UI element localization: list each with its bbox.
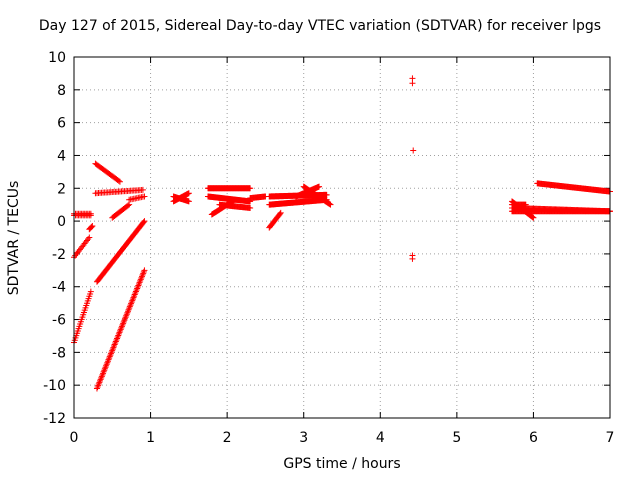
- y-tick-label: 4: [57, 148, 66, 164]
- data-point: [141, 267, 148, 274]
- data-point: [88, 223, 95, 230]
- data-point: [89, 223, 96, 230]
- data-point: [185, 190, 192, 197]
- y-tick-label: -2: [52, 247, 66, 263]
- y-tick-label: 2: [57, 181, 66, 197]
- data-point: [277, 209, 284, 216]
- data-point: [140, 219, 147, 226]
- x-tick-label: 2: [223, 430, 232, 446]
- data-point: [141, 218, 148, 225]
- data-point: [185, 198, 192, 205]
- x-axis-label: GPS time / hours: [283, 456, 401, 472]
- data-point: [125, 202, 132, 209]
- y-tick-label: 8: [57, 83, 66, 99]
- y-tick-label: 6: [57, 116, 66, 132]
- y-axis-label: SDTVAR / TECUs: [6, 180, 22, 296]
- data-point: [139, 186, 146, 193]
- y-tick-label: -10: [43, 378, 66, 394]
- data-point: [522, 201, 529, 208]
- data-point: [276, 210, 283, 217]
- chart-title: Day 127 of 2015, Sidereal Day-to-day VTE…: [38, 18, 602, 34]
- x-tick-label: 0: [70, 430, 79, 446]
- data-point: [247, 204, 254, 211]
- tick-labels: 0 1 2 3 4 5 6 7 -12 -10 -8 -6 -4 -2 0 2 4 6 8 10: [43, 50, 614, 446]
- grid-lines: [74, 57, 610, 418]
- x-tick-label: 3: [299, 430, 308, 446]
- data-point: [316, 183, 323, 190]
- y-tick-label: 10: [48, 50, 66, 66]
- x-tick-label: 7: [606, 430, 615, 446]
- data-point: [247, 185, 254, 192]
- data-point: [530, 214, 537, 221]
- x-tick-label: 5: [452, 430, 461, 446]
- data-point: [231, 196, 238, 203]
- data-point: [409, 255, 416, 262]
- y-tick-label: -4: [52, 280, 66, 296]
- plot-frame: [73, 56, 611, 419]
- data-point: [327, 201, 334, 208]
- data-point: [87, 288, 94, 295]
- data-point: [115, 177, 122, 184]
- data-point: [410, 147, 417, 154]
- data-point: [409, 80, 416, 87]
- y-tick-label: -12: [43, 411, 66, 427]
- data-point: [116, 178, 123, 185]
- data-point: [86, 234, 93, 241]
- axis-ticks: [73, 56, 611, 419]
- x-tick-label: 1: [146, 430, 155, 446]
- data-point: [326, 201, 333, 208]
- y-tick-label: 0: [57, 214, 66, 230]
- y-tick-label: -6: [52, 313, 66, 329]
- data-point: [87, 212, 94, 219]
- x-tick-label: 4: [376, 430, 385, 446]
- y-tick-label: -8: [52, 345, 66, 361]
- data-point: [529, 214, 536, 221]
- data-point: [141, 193, 148, 200]
- data-points: [71, 75, 613, 392]
- x-tick-label: 6: [529, 430, 538, 446]
